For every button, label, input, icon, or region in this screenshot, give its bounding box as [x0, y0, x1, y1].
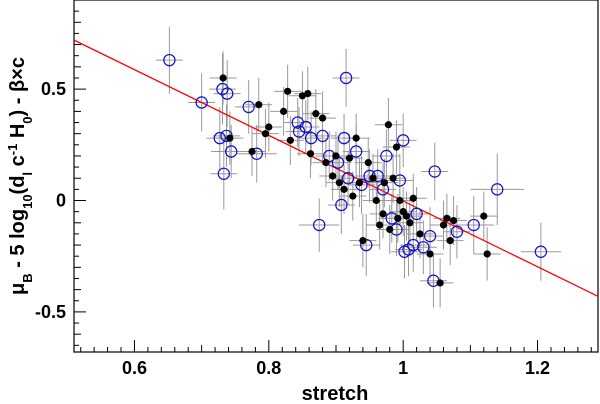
- x-tick-label: 1.2: [525, 358, 550, 378]
- filled-marker: [219, 74, 227, 82]
- open-marker: [195, 96, 208, 109]
- open-marker: [341, 172, 355, 185]
- filled-marker: [384, 121, 392, 129]
- open-marker: [216, 82, 229, 96]
- filled-marker: [396, 196, 404, 205]
- open-marker: [220, 87, 234, 100]
- open-marker: [217, 167, 231, 180]
- axis-ticks: [74, 10, 592, 352]
- open-marker: [450, 225, 464, 238]
- filled-marker: [416, 230, 424, 238]
- x-tick-label: 0.6: [122, 358, 147, 378]
- filled-marker: [449, 216, 458, 225]
- filled-marker: [436, 279, 444, 287]
- filled-marker: [372, 196, 380, 205]
- filled-marker: [439, 221, 448, 229]
- filled-marker: [355, 179, 364, 187]
- filled-marker: [284, 87, 292, 95]
- filled-marker: [364, 159, 372, 167]
- filled-marker: [402, 212, 411, 220]
- filled-marker: [380, 179, 388, 187]
- open-marker: [407, 238, 420, 252]
- open-marker: [337, 131, 351, 145]
- filled-marker: [369, 174, 377, 182]
- x-axis-title: stretch: [302, 383, 369, 404]
- open-marker: [163, 53, 176, 67]
- open-marker: [417, 241, 430, 254]
- filled-marker: [286, 136, 294, 144]
- open-marker: [213, 131, 226, 145]
- open-marker: [292, 125, 306, 138]
- filled-marker: [261, 130, 270, 138]
- open-marker: [396, 134, 410, 147]
- open-marker: [534, 245, 548, 258]
- filled-marker: [332, 152, 340, 160]
- filled-marker: [376, 221, 384, 229]
- filled-marker: [483, 250, 491, 258]
- filled-marker: [255, 101, 263, 109]
- filled-marker: [340, 185, 348, 193]
- filled-marker: [389, 174, 397, 182]
- open-marker: [335, 198, 348, 212]
- filled-marker: [265, 123, 273, 131]
- open-marker: [380, 149, 393, 163]
- filled-marker: [394, 214, 402, 222]
- open-marker: [224, 145, 238, 158]
- filled-marker: [304, 89, 312, 98]
- filled-marker: [352, 134, 360, 142]
- filled-marker: [443, 214, 451, 222]
- filled-marker: [335, 179, 343, 187]
- filled-marker: [379, 210, 387, 218]
- tick-labels: 0.6 0.8 1 1.2 -0.5 0 0.5: [35, 79, 550, 378]
- filled-marker: [409, 194, 417, 202]
- filled-marker: [386, 225, 394, 234]
- open-marker: [410, 207, 423, 221]
- data-markers: [163, 53, 548, 287]
- x-tick-label: 1: [398, 358, 408, 378]
- open-marker: [304, 131, 318, 145]
- filled-marker: [280, 107, 288, 115]
- y-tick-label: -0.5: [35, 302, 66, 322]
- filled-marker: [359, 237, 367, 245]
- open-marker: [423, 229, 437, 243]
- open-marker: [313, 218, 326, 232]
- filled-marker: [318, 114, 327, 122]
- filled-marker: [392, 143, 401, 151]
- filled-marker: [426, 250, 434, 258]
- open-marker: [316, 129, 329, 143]
- open-marker: [242, 100, 255, 114]
- open-marker: [428, 165, 441, 178]
- filled-marker: [248, 147, 256, 156]
- open-marker: [467, 218, 480, 232]
- open-marker: [355, 178, 368, 192]
- x-tick-label: 0.8: [256, 358, 281, 378]
- filled-marker: [312, 110, 320, 118]
- open-marker: [349, 145, 363, 158]
- open-marker: [402, 243, 415, 256]
- filled-marker: [446, 237, 454, 245]
- open-marker: [339, 71, 353, 85]
- y-tick-label: 0.5: [41, 79, 66, 99]
- y-axis-title: μB - 5 log10(dl c-1 H0) - β×c: [5, 57, 35, 295]
- y-tick-label: 0: [56, 191, 66, 211]
- filled-marker: [345, 154, 354, 162]
- filled-marker: [349, 192, 357, 200]
- filled-marker: [306, 150, 315, 158]
- open-marker: [299, 120, 312, 134]
- filled-marker: [322, 159, 330, 167]
- filled-marker: [406, 219, 414, 227]
- filled-marker: [226, 134, 234, 142]
- filled-marker: [480, 212, 488, 220]
- open-marker: [491, 183, 504, 196]
- filled-marker: [329, 172, 337, 180]
